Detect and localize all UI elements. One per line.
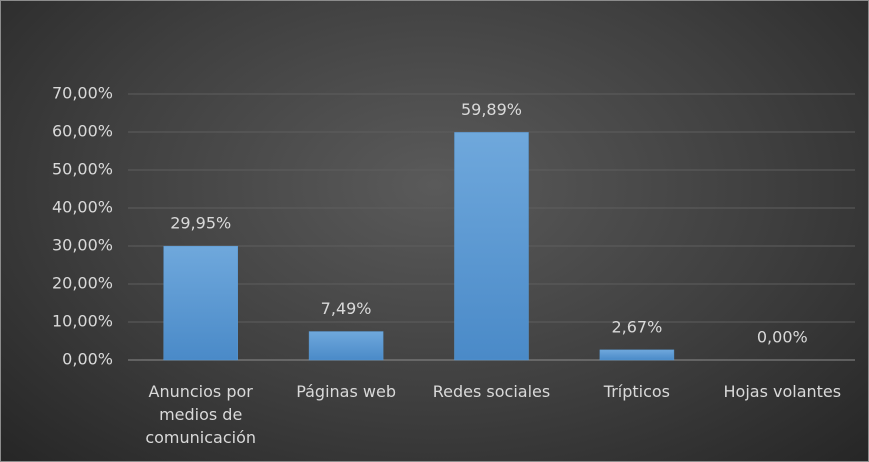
x-tick-label: Páginas web — [296, 382, 396, 401]
data-label: 0,00% — [757, 328, 808, 347]
x-tick-label: Anuncios por medios de comunicación — [145, 382, 257, 447]
y-tick-label: 0,00% — [62, 350, 113, 369]
bar — [454, 132, 529, 361]
y-tick-label: 10,00% — [52, 312, 113, 331]
x-tick-label: Trípticos — [603, 382, 671, 401]
data-label: 29,95% — [170, 214, 231, 233]
y-tick-label: 20,00% — [52, 274, 113, 293]
bar — [308, 331, 384, 361]
x-tick-label: Hojas volantes — [723, 382, 842, 401]
data-label: 59,89% — [461, 100, 522, 119]
y-tick-label: 50,00% — [52, 160, 113, 179]
data-label: 7,49% — [321, 299, 372, 318]
bar — [163, 245, 238, 361]
x-tick-label: Redes sociales — [432, 382, 551, 401]
bar — [599, 349, 675, 361]
y-tick-label: 30,00% — [52, 236, 113, 255]
y-tick-label: 70,00% — [52, 84, 113, 103]
y-tick-label: 40,00% — [52, 198, 113, 217]
y-tick-label: 60,00% — [52, 122, 113, 141]
data-label: 2,67% — [611, 317, 662, 336]
